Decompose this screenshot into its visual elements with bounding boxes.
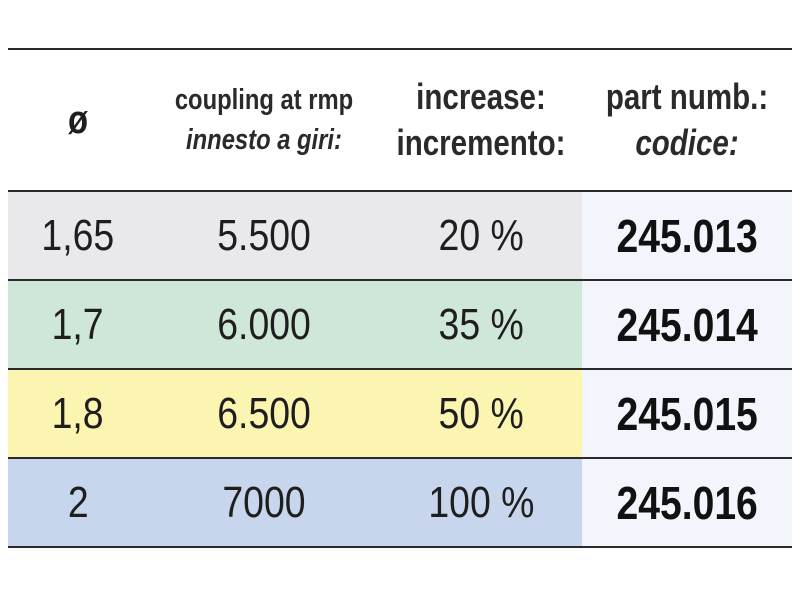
- diameter-cell: 1,8: [51, 388, 104, 438]
- diameter-cell: 1,7: [51, 299, 104, 349]
- rpm-cell: 6.500: [217, 388, 311, 438]
- coupling-label-en: coupling at rmp: [174, 84, 354, 116]
- header-row: ø coupling at rmp innesto a giri: increa…: [8, 50, 792, 192]
- part-label-en: part numb.:: [605, 76, 769, 117]
- row-tint: 1,7 6.000 35 %: [8, 281, 582, 368]
- increase-cell: 50 %: [438, 388, 524, 438]
- diameter-cell: 1,65: [41, 210, 115, 260]
- header-increase: increase: incremento:: [396, 50, 566, 190]
- part-number-cell: 245.013: [582, 192, 792, 279]
- header-part-number: part numb.: codice:: [601, 50, 773, 190]
- table-row: 1,7 6.000 35 % 245.014: [8, 281, 792, 370]
- part-number-cell: 245.016: [582, 459, 792, 546]
- row-tint: 1,8 6.500 50 %: [8, 370, 582, 457]
- rpm-cell: 6.000: [217, 299, 311, 349]
- table-row: 1,8 6.500 50 % 245.015: [8, 370, 792, 459]
- header-coupling: coupling at rmp innesto a giri:: [169, 50, 359, 190]
- increase-cell: 35 %: [438, 299, 524, 349]
- diameter-cell: 2: [67, 477, 89, 527]
- header-diameter: ø: [21, 50, 136, 190]
- rpm-cell: 7000: [222, 477, 306, 527]
- increase-label-it: incremento:: [396, 122, 566, 163]
- table-row: 2 7000 100 % 245.016: [8, 459, 792, 548]
- increase-label-en: increase:: [416, 76, 546, 117]
- diameter-symbol: ø: [67, 97, 89, 142]
- part-number-cell: 245.014: [582, 281, 792, 368]
- top-rule: [8, 48, 792, 50]
- increase-cell: 20 %: [438, 210, 524, 260]
- spec-table: ø coupling at rmp innesto a giri: increa…: [8, 48, 792, 548]
- rpm-cell: 5.500: [217, 210, 311, 260]
- row-tint: 1,65 5.500 20 %: [8, 192, 582, 279]
- row-tint: 2 7000 100 %: [8, 459, 582, 546]
- part-label-it: codice:: [635, 122, 739, 163]
- part-number-cell: 245.015: [582, 370, 792, 457]
- table-row: 1,65 5.500 20 % 245.013: [8, 192, 792, 281]
- increase-cell: 100 %: [427, 477, 535, 527]
- coupling-label-it: innesto a giri:: [186, 124, 342, 156]
